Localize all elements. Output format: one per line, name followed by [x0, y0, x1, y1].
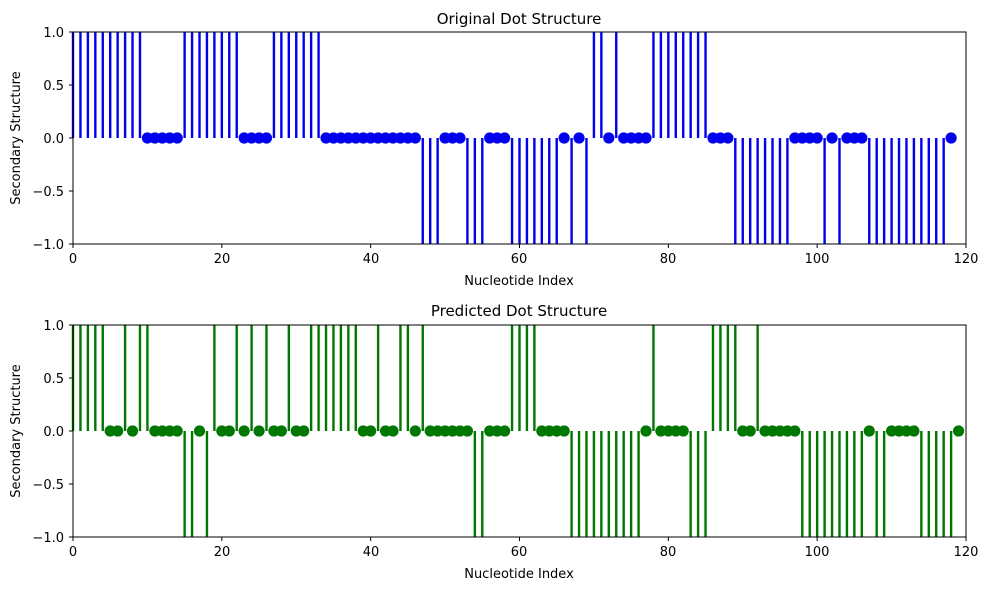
stem-marker-point: [171, 425, 183, 437]
stem-marker-point: [454, 132, 466, 144]
stem-marker-point: [171, 132, 183, 144]
stem-marker-point: [863, 425, 875, 437]
stem-marker-point: [856, 132, 868, 144]
predicted-structure-panel: Predicted Dot Structure Nucleotide Index…: [9, 302, 978, 582]
y-tick-label: 0.5: [43, 372, 64, 387]
chart-title: Original Dot Structure: [437, 10, 602, 28]
y-tick-labels: 1.0 0.5 0.0 −0.5 −1.0: [32, 26, 64, 253]
stem-marker-point: [223, 425, 235, 437]
stem-marker-point: [365, 425, 377, 437]
x-axis-label: Nucleotide Index: [464, 274, 574, 289]
stem-marker-point: [558, 425, 570, 437]
stem-marks: [71, 325, 965, 537]
y-axis-label: Secondary Structure: [9, 71, 24, 204]
stem-marker-point: [789, 425, 801, 437]
y-tick-label: −1.0: [32, 238, 64, 253]
x-tick-label: 20: [214, 545, 231, 560]
y-axis-label: Secondary Structure: [9, 364, 24, 497]
stem-marker-point: [945, 132, 957, 144]
stem-marker-point: [952, 425, 965, 437]
y-tick-label: −0.5: [32, 478, 64, 493]
plot-frame: [72, 31, 967, 245]
x-tick-label: 100: [805, 252, 830, 267]
y-tick-label: −1.0: [32, 531, 64, 546]
stem-marker-point: [193, 425, 206, 437]
stem-marker-point: [126, 425, 139, 437]
stem-marker-point: [677, 425, 689, 437]
x-tick-label: 0: [69, 545, 77, 560]
stem-marker-point: [253, 425, 265, 437]
stem-marker-point: [558, 132, 570, 144]
stem-marker-point: [387, 425, 399, 437]
y-tick-label: 0.0: [43, 425, 64, 440]
y-tick-label: −0.5: [32, 185, 64, 200]
x-tick-label: 120: [954, 252, 979, 267]
plot-frame: [72, 324, 967, 538]
x-tick-label: 100: [805, 545, 830, 560]
stem-marker-point: [640, 132, 652, 144]
axis-ticks: [69, 324, 967, 541]
stem-marker-point: [409, 425, 421, 437]
stem-marker-point: [461, 425, 474, 437]
stem-marker-point: [112, 425, 124, 437]
stem-marker-point: [640, 425, 652, 437]
x-tick-label: 60: [511, 252, 528, 267]
y-tick-labels: 1.0 0.5 0.0 −0.5 −1.0: [32, 319, 64, 546]
x-tick-labels: 0 20 40 60 80 100 120: [69, 252, 979, 267]
stem-marker-point: [499, 132, 511, 144]
x-tick-label: 80: [660, 252, 677, 267]
stem-marker-point: [275, 425, 287, 437]
stem-marker-point: [409, 132, 421, 144]
y-tick-label: 1.0: [43, 319, 64, 334]
stem-marker-point: [603, 132, 615, 144]
x-tick-label: 120: [954, 545, 979, 560]
stem-marker-point: [744, 425, 756, 437]
x-tick-label: 40: [363, 545, 380, 560]
y-tick-label: 0.0: [43, 132, 64, 147]
x-tick-label: 0: [69, 252, 77, 267]
stem-marker-point: [238, 425, 250, 437]
stem-marker-point: [722, 132, 734, 144]
x-tick-label: 20: [214, 252, 231, 267]
stem-marks: [71, 32, 957, 244]
y-tick-label: 0.5: [43, 79, 64, 94]
stem-marker-point: [811, 132, 823, 144]
stem-marker-point: [260, 132, 273, 144]
stem-marker-point: [573, 132, 585, 144]
stem-marker-point: [499, 425, 511, 437]
x-axis-label: Nucleotide Index: [464, 567, 574, 582]
chart-title: Predicted Dot Structure: [431, 302, 607, 320]
stem-marker-point: [908, 425, 920, 437]
original-structure-panel: Original Dot Structure Nucleotide Index …: [9, 10, 978, 289]
stem-marker-point: [826, 132, 838, 144]
x-tick-label: 40: [363, 252, 380, 267]
x-tick-label: 60: [511, 545, 528, 560]
x-tick-label: 80: [660, 545, 677, 560]
y-tick-label: 1.0: [43, 26, 64, 41]
stem-marker-point: [298, 425, 310, 437]
x-tick-labels: 0 20 40 60 80 100 120: [69, 545, 979, 560]
